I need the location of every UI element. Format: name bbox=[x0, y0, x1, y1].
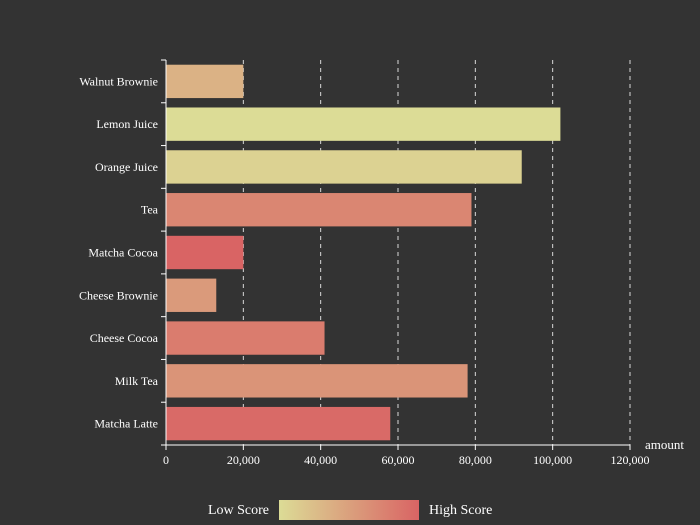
bar bbox=[166, 321, 325, 355]
bar bbox=[166, 107, 561, 141]
bar bbox=[166, 235, 244, 270]
bar bbox=[166, 278, 217, 312]
x-tick-label: 40,000 bbox=[304, 453, 337, 467]
axes: 0 20,000 40,000 60,000 80,000 100,000 120,000 W… bbox=[79, 59, 684, 467]
bars bbox=[166, 64, 561, 441]
x-axis-title: amount bbox=[645, 437, 684, 452]
legend-high-label: High Score bbox=[429, 503, 492, 518]
category-label: Milk Tea bbox=[115, 374, 159, 388]
bar bbox=[166, 193, 472, 227]
category-label: Matcha Cocoa bbox=[88, 246, 158, 260]
bar bbox=[166, 364, 468, 398]
bar bbox=[166, 150, 522, 184]
bar bbox=[166, 64, 244, 99]
x-tick-label: 60,000 bbox=[382, 453, 415, 467]
category-label: Lemon Juice bbox=[96, 117, 158, 131]
legend-low-label: Low Score bbox=[208, 503, 269, 518]
bar bbox=[166, 406, 391, 441]
category-label: Cheese Cocoa bbox=[90, 331, 159, 345]
category-label: Walnut Brownie bbox=[79, 74, 158, 88]
x-tick-label: 120,000 bbox=[611, 453, 650, 467]
category-label: Tea bbox=[141, 203, 159, 217]
category-label: Matcha Latte bbox=[94, 417, 158, 431]
x-tick-label: 100,000 bbox=[533, 453, 572, 467]
legend: Low Score High Score bbox=[208, 500, 492, 520]
x-tick-label: 20,000 bbox=[227, 453, 260, 467]
category-label: Cheese Brownie bbox=[79, 288, 158, 302]
category-label: Orange Juice bbox=[95, 160, 158, 174]
x-tick-label: 0 bbox=[163, 453, 169, 467]
legend-color-ramp bbox=[279, 500, 419, 520]
x-tick-label: 80,000 bbox=[459, 453, 492, 467]
